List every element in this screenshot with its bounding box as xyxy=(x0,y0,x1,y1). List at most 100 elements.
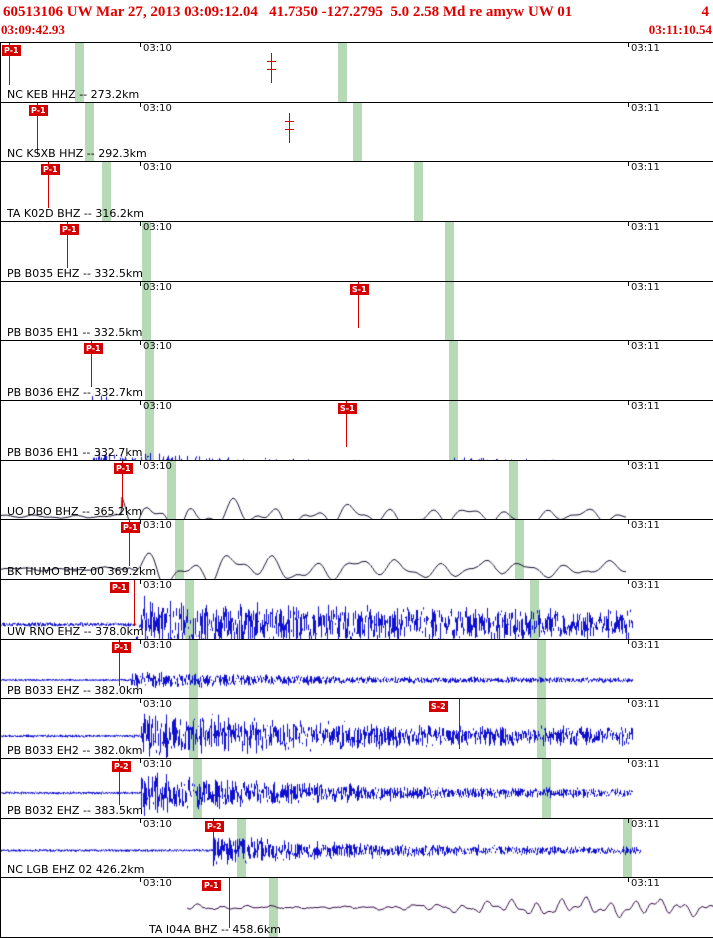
amplitude-errorbar xyxy=(285,112,294,145)
trace-row-10[interactable]: 03:10 03:11 P-1 UW RNO EHZ -- 378.0km xyxy=(1,580,713,640)
time-tick xyxy=(628,222,629,227)
trace-row-5[interactable]: 03:10 03:11 S-1 PB B035 EH1 -- 332.5km xyxy=(1,281,713,342)
waveform-canvas[interactable] xyxy=(1,520,713,580)
errorbar-tick xyxy=(267,61,276,62)
station-label: NC KSXB HHZ -- 292.3km xyxy=(7,147,147,161)
pick-line xyxy=(213,818,214,865)
trace-row-8[interactable]: 03:10 03:11 P-1 UO DBO BHZ -- 365.2km xyxy=(1,460,713,521)
pick-flag[interactable]: S-1 xyxy=(350,283,369,295)
station-label: PB B035 EHZ -- 332.5km xyxy=(7,266,143,280)
time-label: 03:11 xyxy=(631,580,660,592)
waveform-canvas[interactable] xyxy=(1,341,713,401)
pick-flag[interactable]: P-1 xyxy=(2,45,21,56)
time-tick xyxy=(140,580,141,585)
time-label: 03:10 xyxy=(143,699,172,711)
trace-row-7[interactable]: 03:10 03:11 S-1 PB B036 EH1 -- 332.7km xyxy=(1,401,713,461)
pick-line xyxy=(459,699,460,750)
time-label: 03:10 xyxy=(143,460,172,472)
trace-row-14[interactable]: 03:10 03:11 P-2 NC LGB EHZ 02 426.2km xyxy=(1,818,713,879)
pick-line xyxy=(134,580,135,627)
station-label: NC LGB EHZ 02 426.2km xyxy=(7,863,145,877)
pick-flag[interactable]: P-1 xyxy=(60,224,79,236)
pick-flag[interactable]: P-1 xyxy=(121,522,140,534)
trace-row-3[interactable]: 03:10 03:11 P-1 TA K02D BHZ -- 316.2km xyxy=(1,162,713,223)
waveform-canvas[interactable] xyxy=(1,818,713,878)
trace-row-2[interactable]: 03:10 03:11 P-1 NC KSXB HHZ -- 292.3km xyxy=(1,102,713,163)
trace-row-9[interactable]: 03:10 03:11 P-1 BK HUMO BHZ 00 369.2km xyxy=(1,520,713,581)
trace-row-13[interactable]: 03:10 03:11 P-2 PB B032 EHZ -- 383.5km xyxy=(1,759,713,819)
pick-line xyxy=(119,759,120,806)
pick-flag[interactable]: P-1 xyxy=(41,164,60,176)
pick-flag[interactable]: P-2 xyxy=(205,820,224,832)
time-tick xyxy=(628,520,629,525)
pick-line xyxy=(122,460,123,507)
time-label: 03:10 xyxy=(143,102,172,114)
time-tick xyxy=(140,639,141,644)
pick-flag[interactable]: P-2 xyxy=(112,761,131,773)
time-tick xyxy=(628,639,629,644)
time-tick xyxy=(628,341,629,346)
time-tick xyxy=(628,43,629,47)
station-label: PB B033 EHZ -- 382.0km xyxy=(7,684,143,698)
time-label: 03:10 xyxy=(143,639,172,651)
time-label: 03:11 xyxy=(631,43,660,54)
event-summary: 60513106 UW Mar 27, 2013 03:09:12.04 41.… xyxy=(3,4,573,20)
time-tick xyxy=(628,401,629,406)
time-label: 03:10 xyxy=(143,401,172,413)
time-label: 03:11 xyxy=(631,520,660,532)
waveform-canvas[interactable] xyxy=(1,222,713,281)
trace-row-12[interactable]: 03:10 03:11 S-2 PB B033 EH2 -- 382.0km xyxy=(1,699,713,760)
station-label: PB B036 EH1 -- 332.7km xyxy=(7,445,143,459)
time-label: 03:11 xyxy=(631,818,660,830)
trace-row-15[interactable]: 03:10 03:11 P-1 TA I04A BHZ -- 458.6km xyxy=(1,878,713,938)
pick-line xyxy=(91,341,92,388)
pick-flag[interactable]: P-1 xyxy=(112,641,131,653)
pick-line xyxy=(119,639,120,686)
station-label: UW RNO EHZ -- 378.0km xyxy=(7,624,144,638)
errorbar-line xyxy=(289,112,290,143)
time-label: 03:11 xyxy=(631,878,660,890)
pick-flag[interactable]: P-1 xyxy=(202,880,221,892)
waveform-canvas[interactable] xyxy=(1,102,713,162)
station-label: BK HUMO BHZ 00 369.2km xyxy=(7,565,157,579)
time-tick xyxy=(140,222,141,227)
time-tick xyxy=(628,580,629,585)
waveform-canvas[interactable] xyxy=(1,43,713,102)
time-tick xyxy=(628,878,629,883)
waveform-canvas[interactable] xyxy=(1,401,713,460)
time-label: 03:10 xyxy=(143,43,172,54)
station-label: UO DBO BHZ -- 365.2km xyxy=(7,505,143,519)
pick-line xyxy=(229,878,230,929)
pick-flag[interactable]: P-1 xyxy=(114,462,133,474)
pick-flag[interactable]: P-1 xyxy=(110,582,129,594)
waveform-canvas[interactable] xyxy=(1,878,713,938)
pick-flag[interactable]: P-1 xyxy=(84,343,103,355)
time-tick xyxy=(140,341,141,346)
waveform-canvas[interactable] xyxy=(1,162,713,222)
time-tick xyxy=(628,818,629,823)
trace-row-11[interactable]: 03:10 03:11 P-1 PB B033 EHZ -- 382.0km xyxy=(1,639,713,700)
pick-flag[interactable]: P-1 xyxy=(29,104,48,116)
station-label: TA I04A BHZ -- 458.6km xyxy=(149,923,282,937)
trace-row-1[interactable]: 03:10 03:11 P-1 NC KEB HHZ -- 273.2km xyxy=(1,43,713,103)
trace-row-6[interactable]: 03:10 03:11 P-1 PB B036 EHZ -- 332.7km xyxy=(1,341,713,402)
errorbar-tick xyxy=(285,120,294,122)
pick-line xyxy=(9,43,10,85)
station-label: PB B035 EH1 -- 332.5km xyxy=(7,326,143,340)
time-tick xyxy=(628,699,629,704)
event-summary-line: 60513106 UW Mar 27, 2013 03:09:12.04 41.… xyxy=(0,0,713,22)
station-label: PB B032 EHZ -- 383.5km xyxy=(7,803,143,817)
pick-flag[interactable]: S-2 xyxy=(429,701,448,713)
time-label: 03:11 xyxy=(631,281,660,293)
pick-flag[interactable]: S-1 xyxy=(338,403,357,415)
waveform-canvas[interactable] xyxy=(1,699,713,759)
time-label: 03:11 xyxy=(631,460,660,472)
trace-list: 03:10 03:11 P-1 NC KEB HHZ -- 273.2km 03:10 0… xyxy=(0,42,713,938)
errorbar-line xyxy=(271,53,272,83)
time-tick xyxy=(140,281,141,286)
time-label: 03:10 xyxy=(143,162,172,174)
time-tick xyxy=(140,818,141,823)
trace-row-4[interactable]: 03:10 03:11 P-1 PB B035 EHZ -- 332.5km xyxy=(1,222,713,282)
time-tick xyxy=(628,281,629,286)
